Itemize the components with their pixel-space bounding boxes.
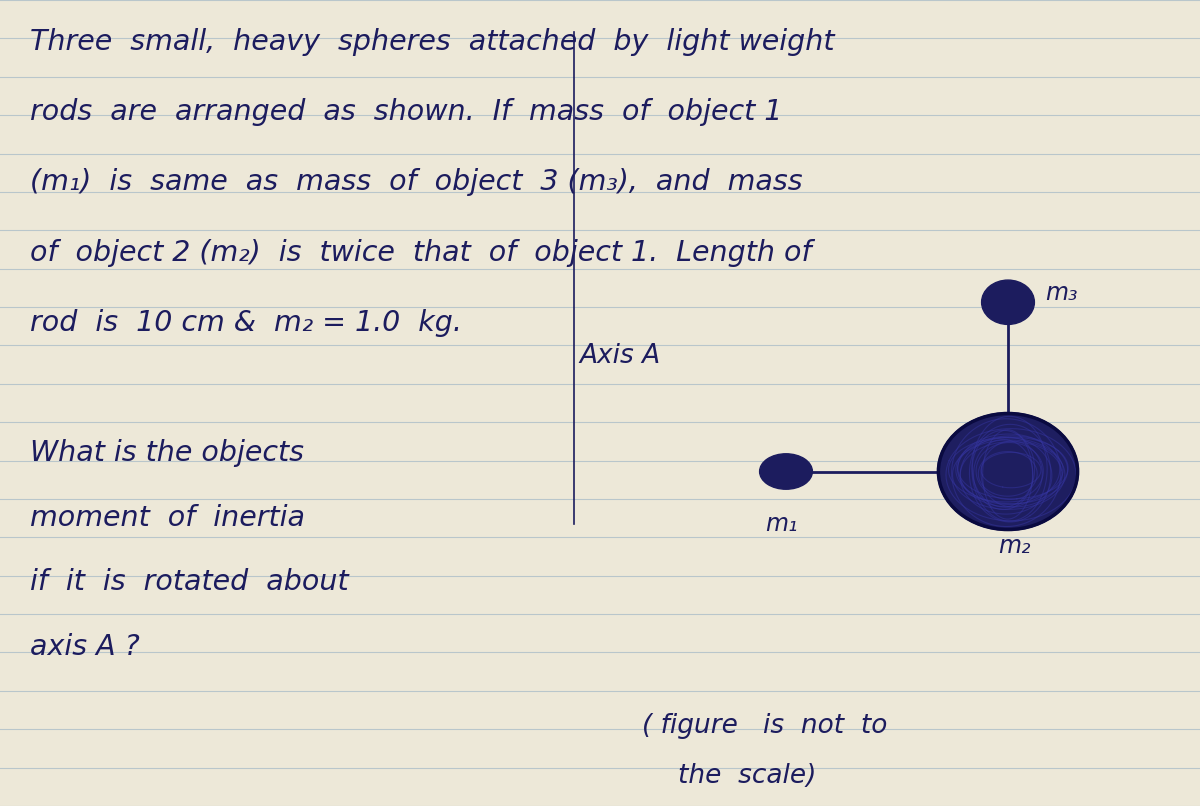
- Text: rod  is  10 cm &  m₂ = 1.0  kg.: rod is 10 cm & m₂ = 1.0 kg.: [30, 309, 462, 337]
- Text: the  scale): the scale): [678, 763, 816, 789]
- Text: m₂: m₂: [997, 534, 1031, 558]
- Text: m₃: m₃: [1045, 281, 1078, 305]
- Text: ( figure   is  not  to: ( figure is not to: [642, 713, 887, 739]
- Text: if  it  is  rotated  about: if it is rotated about: [30, 568, 349, 596]
- Text: m₁: m₁: [764, 512, 798, 536]
- Text: moment  of  inertia: moment of inertia: [30, 504, 305, 532]
- Text: What is the objects: What is the objects: [30, 439, 304, 467]
- Text: axis A ?: axis A ?: [30, 633, 139, 661]
- Text: Axis A: Axis A: [580, 343, 661, 368]
- Text: (m₁)  is  same  as  mass  of  object  3 (m₃),  and  mass: (m₁) is same as mass of object 3 (m₃), a…: [30, 168, 803, 197]
- Text: rods  are  arranged  as  shown.  If  mass  of  object 1: rods are arranged as shown. If mass of o…: [30, 98, 782, 127]
- Circle shape: [760, 454, 812, 489]
- Ellipse shape: [938, 413, 1078, 530]
- Ellipse shape: [982, 280, 1034, 325]
- Text: of  object 2 (m₂)  is  twice  that  of  object 1.  Length of: of object 2 (m₂) is twice that of object…: [30, 239, 811, 267]
- Text: Three  small,  heavy  spheres  attached  by  light weight: Three small, heavy spheres attached by l…: [30, 28, 834, 56]
